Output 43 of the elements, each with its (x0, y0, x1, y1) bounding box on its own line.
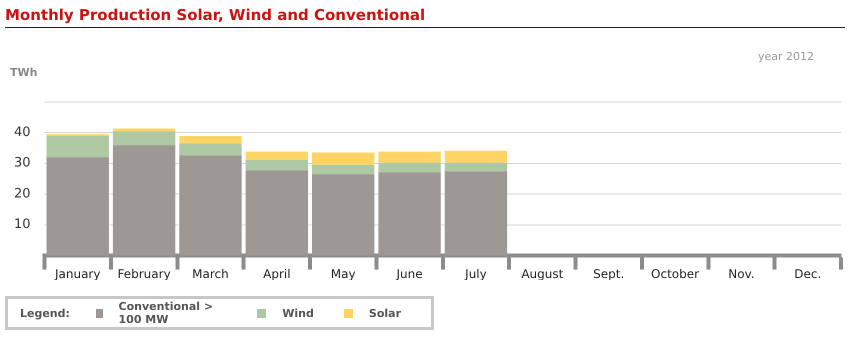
bar (444, 150, 508, 163)
bar (312, 164, 374, 174)
x-tick-label: October (651, 266, 700, 281)
bar (246, 152, 308, 160)
y-tick-label: 40 (14, 124, 31, 140)
y-tick-label: 10 (14, 217, 31, 232)
x-tick-label: Sept. (593, 266, 624, 281)
bar (112, 128, 176, 132)
x-tick-label: Dec. (794, 266, 822, 281)
bar (444, 171, 508, 256)
bar (378, 152, 441, 163)
bar (46, 136, 109, 158)
bar (312, 152, 374, 165)
bar (179, 155, 242, 256)
bar (112, 145, 176, 256)
y-axis-title: TWh (10, 66, 38, 79)
bar (246, 160, 308, 170)
x-tick-label: April (263, 266, 291, 281)
legend-label: Conventional > 100 MW (118, 300, 214, 326)
x-tick-label: March (192, 266, 229, 281)
x-tick-label: May (330, 266, 356, 281)
bar (179, 136, 242, 144)
bar (444, 162, 508, 172)
bar (378, 162, 441, 172)
x-tick-label: June (396, 266, 423, 281)
legend-label: Solar (368, 306, 401, 320)
bar (378, 172, 441, 256)
x-tick-label: July (464, 266, 487, 281)
bar (246, 170, 308, 256)
bar (46, 157, 109, 256)
y-tick-label: 30 (14, 156, 31, 171)
x-tick-label: January (54, 266, 100, 281)
legend-title: Legend: (20, 306, 70, 320)
legend-label: Wind (282, 306, 314, 320)
text: year 2012 (758, 50, 814, 63)
y-tick-label: 20 (14, 186, 31, 202)
x-tick-label: February (118, 266, 171, 281)
bar (312, 174, 374, 256)
x-tick-label: Nov. (728, 266, 755, 281)
x-tick-label: August (521, 266, 564, 281)
chart-title: Monthly Production Solar, Wind and Conventional (5, 6, 845, 28)
bar (112, 131, 176, 146)
bar (179, 143, 242, 156)
